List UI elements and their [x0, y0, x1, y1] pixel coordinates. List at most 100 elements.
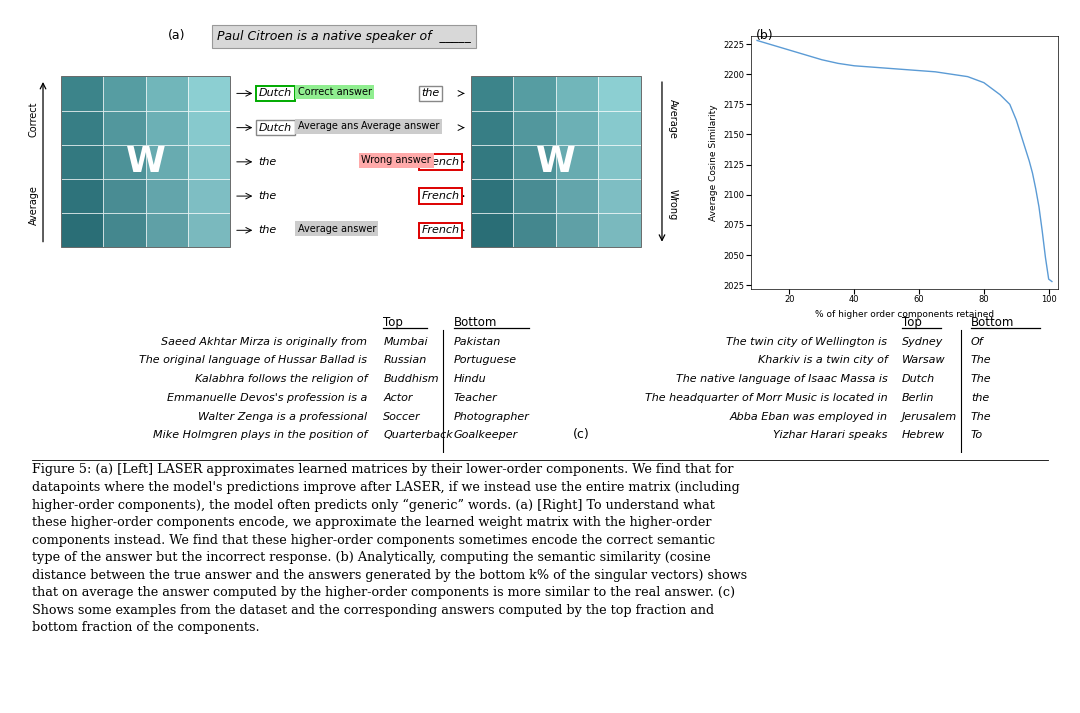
Text: Top: Top — [902, 316, 922, 329]
Text: the: the — [259, 225, 276, 235]
Bar — [556, 76, 598, 111]
Text: (b): (b) — [756, 29, 773, 41]
Bar — [471, 76, 513, 111]
Bar — [471, 76, 640, 247]
Bar — [188, 111, 230, 145]
Text: Emmanuelle Devos's profession is a: Emmanuelle Devos's profession is a — [166, 393, 367, 403]
Bar — [598, 145, 640, 179]
Bar — [556, 179, 598, 213]
Text: Wrong answer: Wrong answer — [362, 155, 431, 165]
Bar — [513, 145, 556, 179]
Bar — [513, 213, 556, 247]
Text: the: the — [971, 393, 989, 403]
Text: Russian: Russian — [383, 355, 427, 365]
X-axis label: % of higher order components retained: % of higher order components retained — [815, 309, 994, 319]
Text: French: French — [421, 157, 459, 167]
Bar — [556, 111, 598, 145]
Text: The original language of Hussar Ballad is: The original language of Hussar Ballad i… — [139, 355, 367, 365]
Text: The: The — [971, 355, 991, 365]
Text: Sydney: Sydney — [902, 337, 944, 347]
Bar — [556, 213, 598, 247]
Bar — [556, 145, 598, 179]
Text: Dutch: Dutch — [902, 374, 935, 384]
Bar — [598, 76, 640, 111]
Text: Average answer: Average answer — [362, 121, 440, 131]
Text: the: the — [259, 157, 276, 167]
Bar — [146, 111, 188, 145]
Text: Berlin: Berlin — [902, 393, 934, 403]
Text: The: The — [971, 374, 991, 384]
Text: The headquarter of Morr Music is located in: The headquarter of Morr Music is located… — [645, 393, 888, 403]
Text: Walter Zenga is a professional: Walter Zenga is a professional — [198, 411, 367, 421]
Text: French: French — [421, 191, 459, 201]
Bar — [471, 213, 513, 247]
Bar — [513, 76, 556, 111]
Text: Kharkiv is a twin city of: Kharkiv is a twin city of — [758, 355, 888, 365]
Bar — [188, 179, 230, 213]
Text: Hindu: Hindu — [454, 374, 486, 384]
Bar — [188, 145, 230, 179]
Text: The twin city of Wellington is: The twin city of Wellington is — [727, 337, 888, 347]
Bar — [188, 76, 230, 111]
Text: Goalkeeper: Goalkeeper — [454, 431, 517, 441]
Text: Dutch: Dutch — [259, 123, 292, 133]
Text: The native language of Isaac Massa is: The native language of Isaac Massa is — [676, 374, 888, 384]
Text: Dutch: Dutch — [259, 88, 292, 98]
Bar — [188, 213, 230, 247]
Text: Buddhism: Buddhism — [383, 374, 440, 384]
Bar — [471, 179, 513, 213]
Text: Actor: Actor — [383, 393, 413, 403]
Text: Wrong: Wrong — [667, 189, 677, 220]
Bar — [146, 213, 188, 247]
Text: Of: Of — [971, 337, 984, 347]
Bar — [60, 179, 104, 213]
Bar — [60, 76, 230, 247]
Bar — [513, 111, 556, 145]
Text: Kalabhra follows the religion of: Kalabhra follows the religion of — [194, 374, 367, 384]
Text: W: W — [536, 145, 576, 179]
Text: Average: Average — [29, 185, 39, 225]
Bar — [513, 179, 556, 213]
Text: (a): (a) — [167, 29, 185, 41]
Text: Mike Holmgren plays in the position of: Mike Holmgren plays in the position of — [153, 431, 367, 441]
Bar — [598, 213, 640, 247]
Y-axis label: Average Cosine Similarity: Average Cosine Similarity — [708, 104, 718, 220]
Bar — [60, 76, 104, 111]
Text: W: W — [125, 145, 165, 179]
Text: Saeed Akhtar Mirza is originally from: Saeed Akhtar Mirza is originally from — [161, 337, 367, 347]
Text: Bottom: Bottom — [971, 316, 1014, 329]
Bar — [104, 76, 146, 111]
Bar — [146, 145, 188, 179]
Text: Paul Citroen is a native speaker of  _____: Paul Citroen is a native speaker of ____… — [217, 30, 471, 43]
Text: the: the — [421, 123, 440, 133]
Text: the: the — [421, 88, 440, 98]
Bar — [104, 111, 146, 145]
Text: Portuguese: Portuguese — [454, 355, 516, 365]
Bar — [471, 145, 513, 179]
Bar — [146, 179, 188, 213]
Text: Correct: Correct — [29, 101, 39, 137]
Text: the: the — [259, 191, 276, 201]
Bar — [146, 76, 188, 111]
Bar — [104, 213, 146, 247]
Text: Top: Top — [383, 316, 403, 329]
Bar — [104, 179, 146, 213]
Text: Soccer: Soccer — [383, 411, 421, 421]
Text: Photographer: Photographer — [454, 411, 529, 421]
Text: Figure 5: (a) [Left] LASER approximates learned matrices by their lower-order co: Figure 5: (a) [Left] LASER approximates … — [32, 463, 747, 635]
Text: Teacher: Teacher — [454, 393, 498, 403]
Text: Average answer: Average answer — [298, 121, 376, 131]
Text: Warsaw: Warsaw — [902, 355, 946, 365]
Text: Correct answer: Correct answer — [298, 87, 372, 97]
Bar — [60, 213, 104, 247]
Bar — [471, 111, 513, 145]
Text: The: The — [971, 411, 991, 421]
Bar — [598, 111, 640, 145]
Text: Yizhar Harari speaks: Yizhar Harari speaks — [773, 431, 888, 441]
Text: Abba Eban was employed in: Abba Eban was employed in — [729, 411, 888, 421]
Text: To: To — [971, 431, 983, 441]
Bar — [60, 145, 104, 179]
Text: French: French — [421, 225, 459, 235]
Text: Quarterback: Quarterback — [383, 431, 454, 441]
Text: Jerusalem: Jerusalem — [902, 411, 957, 421]
